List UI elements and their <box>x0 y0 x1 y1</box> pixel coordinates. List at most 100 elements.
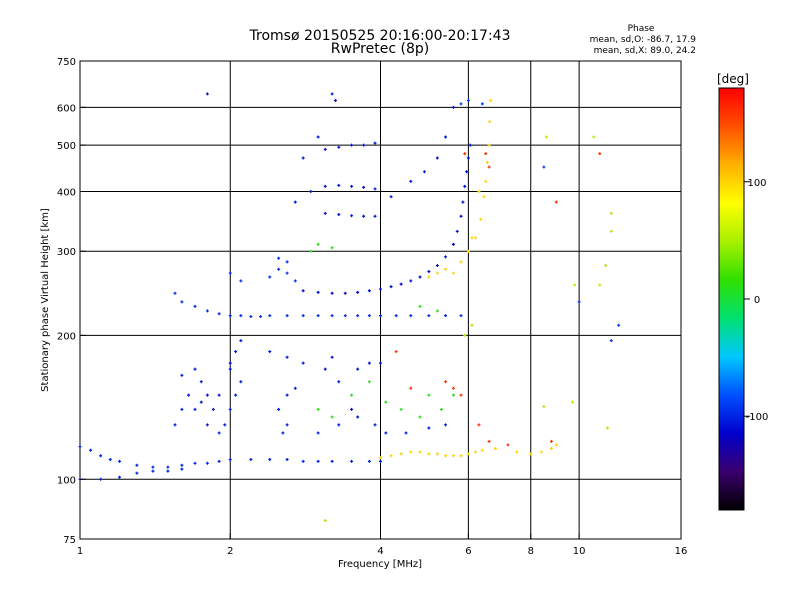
data-point <box>180 300 184 304</box>
data-point <box>350 184 354 188</box>
data-point <box>234 350 238 354</box>
y-tick-label: 300 <box>57 247 76 258</box>
data-point <box>337 183 341 187</box>
data-point <box>461 200 465 204</box>
data-point <box>466 452 470 456</box>
data-point <box>281 431 285 435</box>
data-point <box>301 156 305 160</box>
data-point <box>459 214 463 218</box>
data-point <box>604 264 608 268</box>
data-point <box>268 350 272 354</box>
data-point <box>337 213 341 217</box>
data-point <box>573 283 577 287</box>
data-point <box>544 135 548 139</box>
x-tick-label: 8 <box>528 546 534 557</box>
data-point <box>487 143 491 147</box>
data-point <box>418 304 422 308</box>
data-point <box>451 386 455 390</box>
colorbar-tick-label: -100 <box>746 412 769 423</box>
data-point <box>316 459 320 463</box>
data-point <box>409 386 413 390</box>
data-point <box>108 457 112 461</box>
data-point <box>427 393 431 397</box>
x-tick-label: 10 <box>573 546 586 557</box>
data-point <box>343 314 347 318</box>
data-point <box>379 361 382 365</box>
data-point <box>337 380 341 384</box>
data-point <box>444 255 448 259</box>
y-axis-label: Stationary phase Virtual Height [km] <box>40 208 51 392</box>
data-point <box>249 315 253 319</box>
x-axis-ticks: 1 2 4 6 8 10 16 <box>77 533 688 557</box>
data-point <box>422 170 426 174</box>
data-point <box>459 260 463 264</box>
data-point <box>480 102 484 106</box>
data-point <box>571 400 575 404</box>
data-point <box>285 271 289 275</box>
grid-lines <box>80 61 681 539</box>
data-point <box>316 407 320 411</box>
data-point <box>488 120 492 124</box>
data-point <box>484 152 488 156</box>
colorbar-ticks: 100 0 -100 <box>744 178 768 423</box>
data-point <box>285 314 289 318</box>
data-point <box>205 423 209 427</box>
data-point <box>205 461 209 465</box>
data-point <box>480 448 484 452</box>
data-point <box>350 459 354 463</box>
data-point <box>463 333 467 337</box>
data-point <box>199 400 203 404</box>
data-point <box>468 143 472 147</box>
data-point <box>444 314 448 318</box>
chart-title: Tromsø 20150525 20:16:00-20:17:43 <box>249 28 511 44</box>
data-point <box>356 314 360 318</box>
data-point <box>427 426 431 430</box>
data-point <box>485 160 489 164</box>
data-point <box>330 291 334 295</box>
data-point <box>404 431 408 435</box>
data-point <box>379 314 382 318</box>
data-point <box>118 475 122 479</box>
data-point <box>330 415 334 419</box>
data-point <box>494 446 498 450</box>
data-point <box>228 367 232 371</box>
data-point <box>301 314 305 318</box>
data-point <box>473 236 477 240</box>
y-tick-label: 200 <box>57 331 76 342</box>
data-point <box>239 380 243 384</box>
y-tick-label: 500 <box>57 141 76 152</box>
data-point <box>549 439 553 443</box>
data-point <box>180 373 184 377</box>
data-point <box>330 459 334 463</box>
data-point <box>459 102 463 106</box>
data-point <box>444 267 448 271</box>
data-point <box>542 404 546 408</box>
data-point <box>470 323 474 327</box>
data-point <box>459 393 463 397</box>
data-point <box>554 200 558 204</box>
data-point <box>249 457 253 461</box>
data-point <box>239 314 243 318</box>
data-point <box>343 291 347 295</box>
data-point <box>330 355 334 359</box>
data-point <box>228 457 232 461</box>
data-point <box>151 469 155 473</box>
data-point <box>394 314 398 318</box>
data-point <box>427 314 431 318</box>
data-point <box>373 423 377 427</box>
data-point <box>463 184 467 188</box>
data-point <box>293 279 297 283</box>
data-point <box>373 187 377 191</box>
data-point <box>217 431 221 435</box>
data-point <box>367 380 371 384</box>
data-point <box>444 380 448 384</box>
data-point <box>173 423 177 427</box>
y-tick-label: 75 <box>63 535 76 546</box>
data-point <box>356 415 360 419</box>
data-point <box>549 446 553 450</box>
plot-area: 1 2 4 6 8 10 16 75 100 200 300 400 500 600 750 <box>57 57 687 557</box>
data-point <box>293 386 297 390</box>
data-point <box>399 282 403 286</box>
x-tick-label: 16 <box>675 546 688 557</box>
data-point <box>166 469 170 473</box>
